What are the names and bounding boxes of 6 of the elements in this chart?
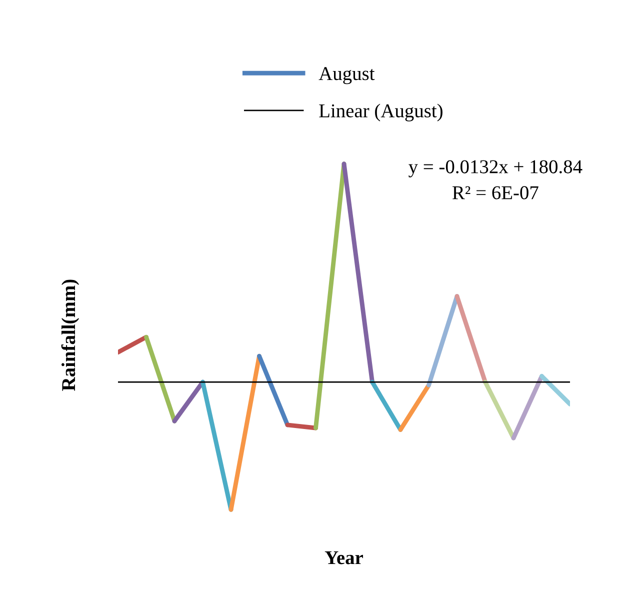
annotation: y = -0.0132x + 180.84 xyxy=(408,160,582,178)
legend-label: Linear (August) xyxy=(319,104,442,122)
annotation: R² = 6E-07 xyxy=(452,186,538,200)
legend-label: August xyxy=(318,67,375,84)
y-axis-title: Rainfall(mm) xyxy=(61,280,80,391)
x-axis-title: Year xyxy=(324,551,364,564)
